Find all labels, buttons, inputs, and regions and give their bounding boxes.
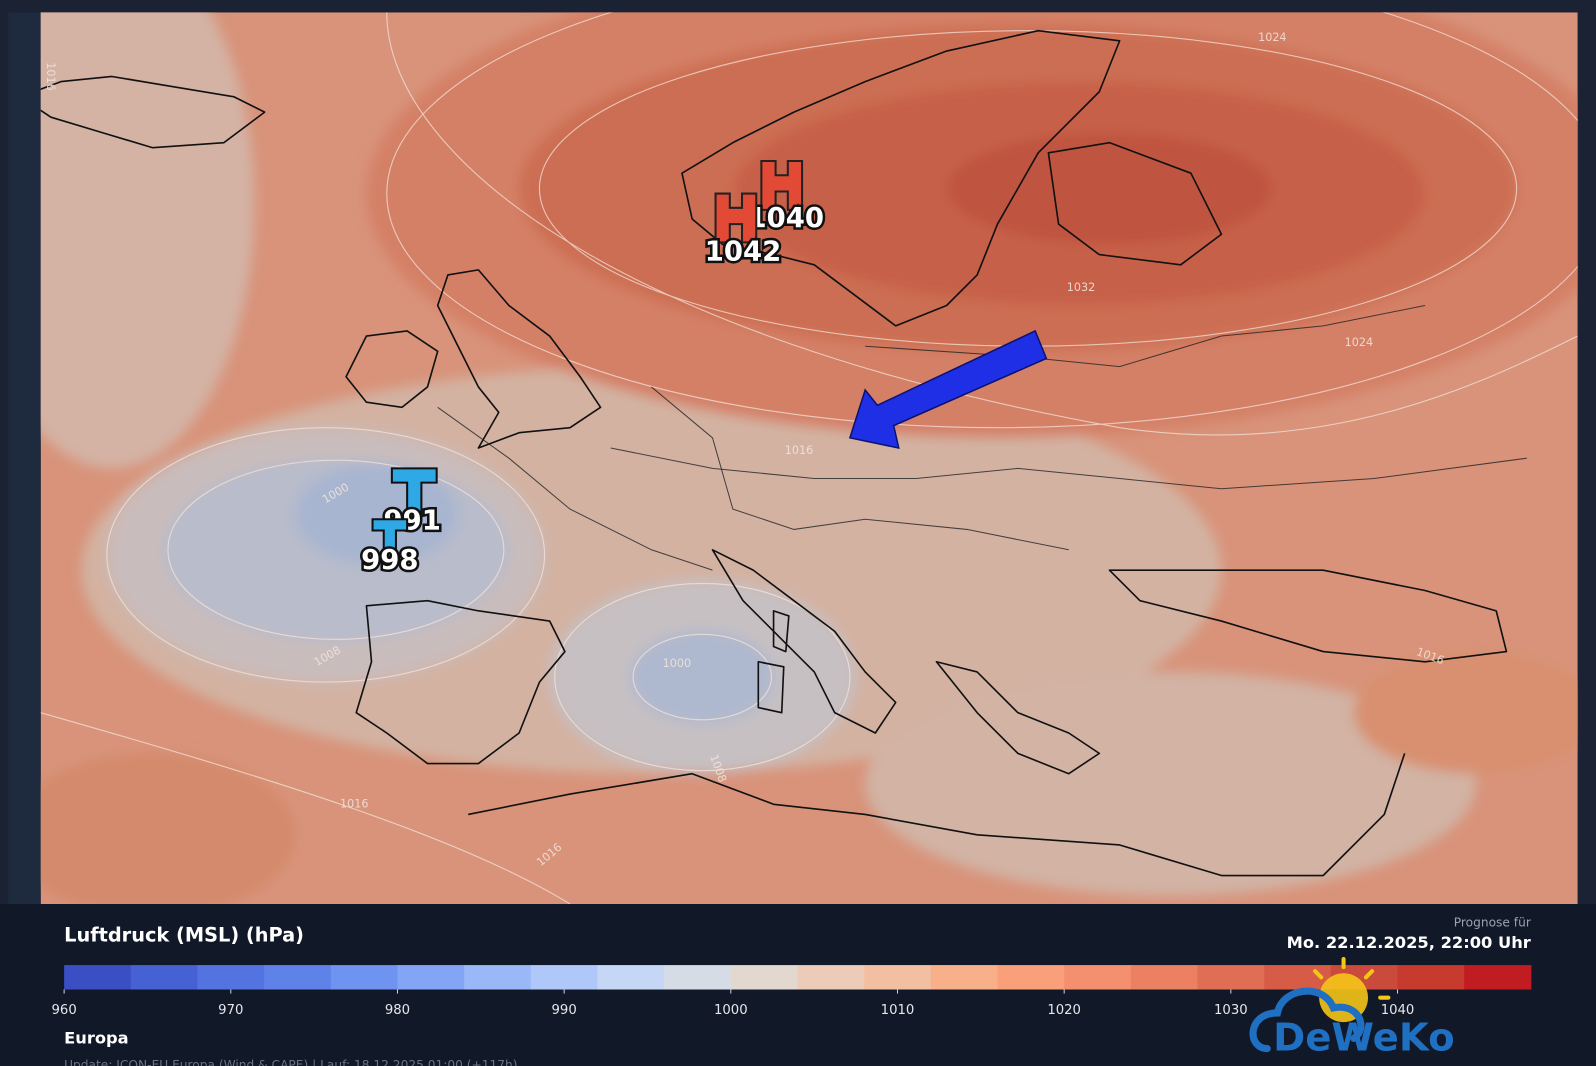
isobar-label: 1000 <box>663 657 691 670</box>
pressure-centers: 1040 1042 991 998 <box>359 159 827 579</box>
colorbar-segment <box>197 965 265 990</box>
colorbar-segment <box>730 965 798 990</box>
isobar-label: 1016 <box>785 444 813 457</box>
colorbar: 960 970 980 990 1000 1010 1020 1030 1040 <box>52 965 1532 1018</box>
colorbar-tick-label: 990 <box>552 1003 577 1018</box>
low-symbol <box>371 518 409 558</box>
isobar-label: 1016 <box>44 62 57 90</box>
colorbar-segment <box>397 965 465 990</box>
colorbar-segment <box>1197 965 1265 990</box>
forecast-time: Mo. 22.12.2025, 22:00 Uhr <box>1287 933 1531 952</box>
colorbar-tick-label: 1020 <box>1047 1003 1081 1018</box>
colorbar-segment <box>264 965 332 990</box>
colorbar-segment <box>930 965 999 990</box>
isobars <box>40 12 1578 905</box>
colorbar-tick-label: 980 <box>385 1003 410 1018</box>
high-value: 1042 <box>705 236 781 268</box>
colorbar-segment <box>130 965 198 990</box>
colorbar-tick-label: 1010 <box>881 1003 915 1018</box>
logo: DeWeKo <box>1249 956 1455 1061</box>
high-symbol <box>714 192 758 244</box>
logo-text: DeWeKo <box>1273 1016 1455 1061</box>
colorbar-tick-label: 1030 <box>1214 1003 1248 1018</box>
coastlines <box>40 29 1508 877</box>
colorbar-segment <box>464 965 532 990</box>
colorbar-segment <box>864 965 932 990</box>
borders <box>437 305 1527 571</box>
colorbar-segment <box>64 965 132 990</box>
colorbar-segment <box>997 965 1065 990</box>
colorbar-segment <box>797 965 865 990</box>
colorbar-segment <box>1397 965 1465 990</box>
isobar-label: 1032 <box>1067 281 1095 294</box>
low-symbol <box>390 467 438 519</box>
colorbar-tick-label: 1040 <box>1381 1003 1415 1018</box>
high-value: 1040 <box>748 202 824 234</box>
low-value: 998 <box>361 544 418 576</box>
colorbar-segment <box>597 965 665 990</box>
colorbar-segment <box>1130 965 1199 990</box>
colorbar-segment <box>530 965 598 990</box>
colorbar-segment <box>664 965 732 990</box>
colorbar-segment <box>1464 965 1532 990</box>
colorbar-segment <box>330 965 398 990</box>
isobar-label: 1024 <box>1345 336 1373 349</box>
update-info: Update: ICON-EU Europa (Wind & CAPE) | L… <box>64 1058 517 1066</box>
arrow <box>848 329 1048 449</box>
region: Europa <box>64 1028 129 1047</box>
colorbar-tick-label: 960 <box>52 1003 77 1018</box>
high-symbol <box>760 159 804 211</box>
map: 1024 1032 1024 1016 1000 1008 1000 1008 … <box>40 12 1578 905</box>
colorbar-tick-label: 1000 <box>714 1003 748 1018</box>
isobar-label: 1024 <box>1258 31 1286 44</box>
left-strip <box>8 12 41 905</box>
colorbar-segment <box>1064 965 1132 990</box>
colorbar-tick-label: 970 <box>218 1003 243 1018</box>
isobar-label: 1016 <box>340 797 368 810</box>
forecast-label: Prognose für <box>1454 915 1532 929</box>
legend-title: Luftdruck (MSL) (hPa) <box>64 924 304 947</box>
